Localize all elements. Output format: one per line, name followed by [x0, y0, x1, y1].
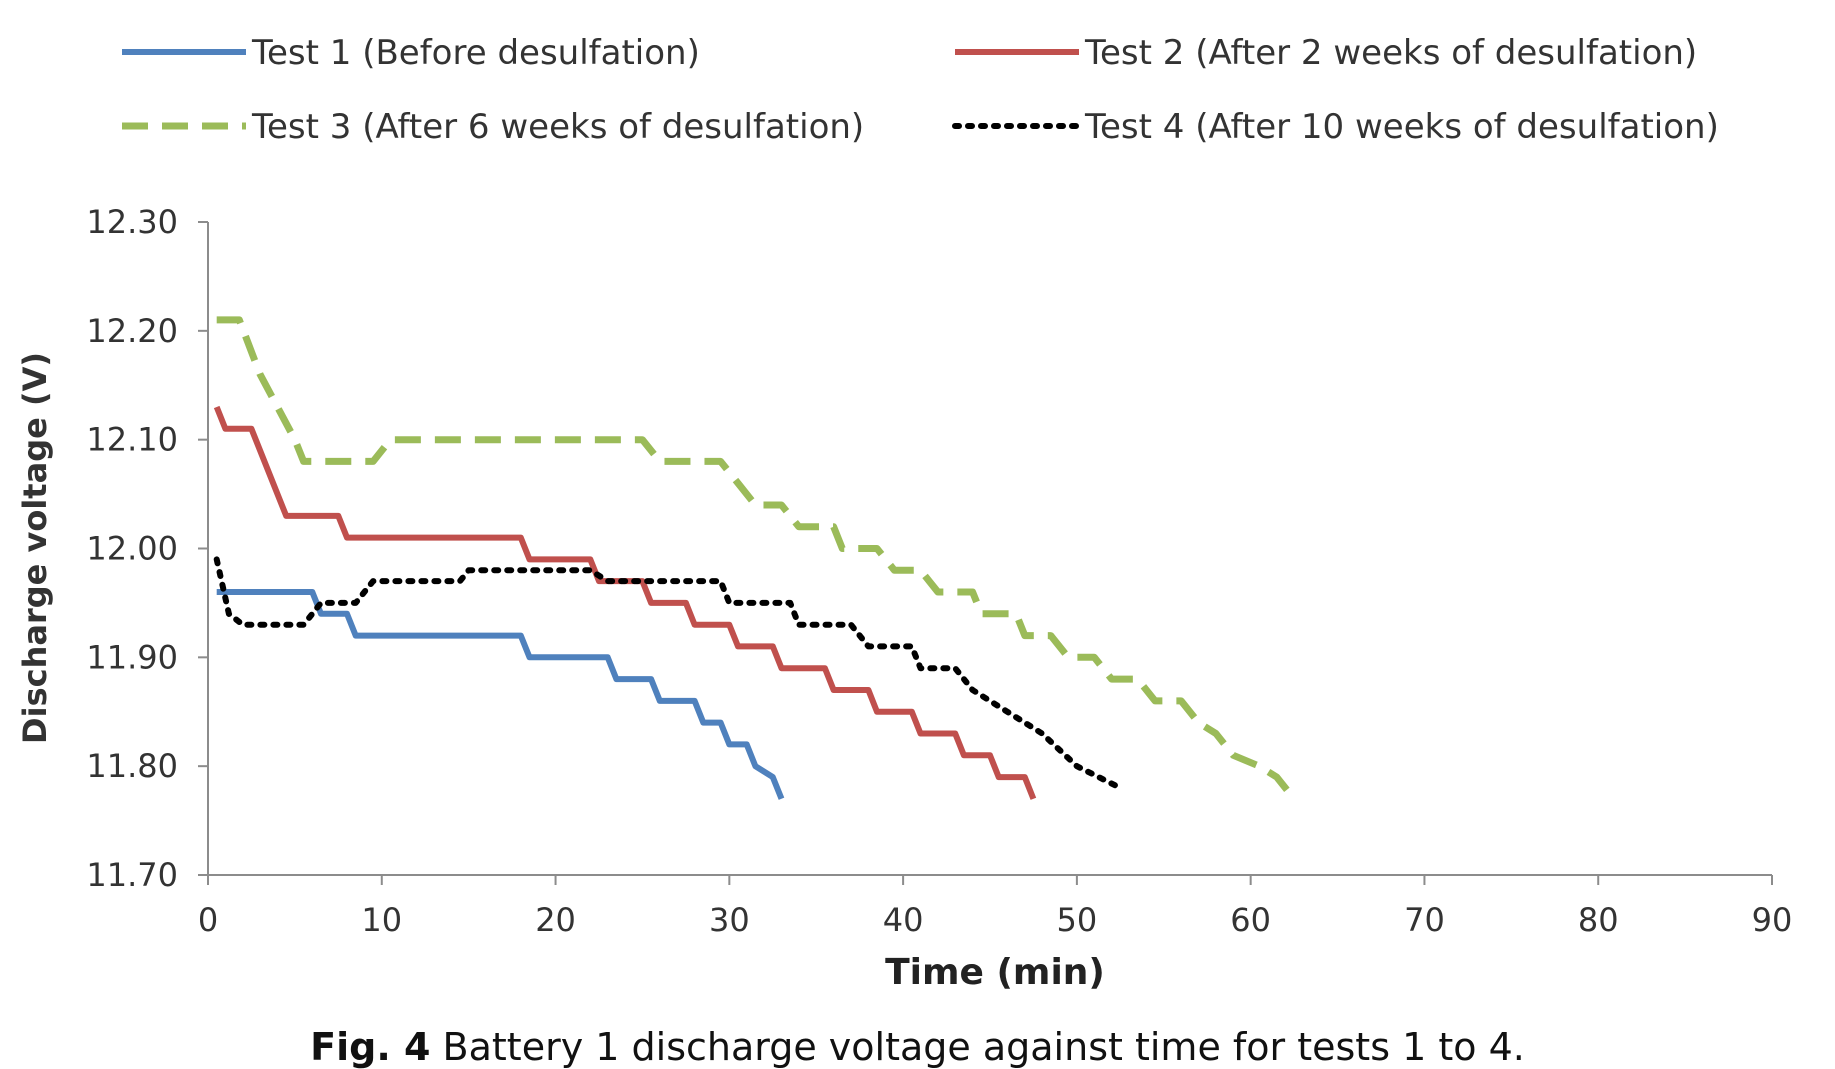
series-line-test-3 [216, 316, 1297, 801]
x-tick-label: 50 [1057, 901, 1098, 939]
x-tick-label: 90 [1752, 901, 1793, 939]
caption-text: Battery 1 discharge voltage against time… [430, 1025, 1525, 1069]
x-tick-label: 10 [361, 901, 402, 939]
series-line-test-1 [216, 589, 785, 800]
series-line-test-4 [213, 556, 1124, 791]
x-tick-label: 40 [883, 901, 924, 939]
y-tick-label: 11.90 [86, 638, 178, 676]
x-tick-label: 0 [198, 901, 218, 939]
x-tick-label: 20 [535, 901, 576, 939]
y-tick-label: 12.20 [86, 312, 178, 350]
y-tick-label: 12.00 [86, 530, 178, 568]
legend-label-test-1: Test 1 (Before desulfation) [251, 33, 700, 73]
y-tick-label: 11.80 [86, 747, 178, 785]
series-line-test-2 [213, 405, 1037, 800]
y-tick-label: 11.70 [86, 856, 178, 894]
x-tick-label: 30 [709, 901, 750, 939]
x-tick-label: 80 [1578, 901, 1619, 939]
x-axis-title: Time (min) [885, 952, 1105, 993]
legend-label-test-3: Test 3 (After 6 weeks of desulfation) [251, 107, 864, 147]
y-ticks: 11.70 11.80 11.90 12.00 12.10 12.20 12.30 [86, 203, 208, 894]
series-layer [213, 316, 1297, 801]
x-tick-label: 60 [1230, 901, 1271, 939]
legend: Test 1 (Before desulfation) Test 2 (After… [122, 33, 1719, 147]
y-axis-title: Discharge voltage (V) [16, 352, 54, 744]
caption-label: Fig. 4 [310, 1025, 431, 1069]
y-tick-label: 12.30 [86, 203, 178, 241]
y-tick-label: 12.10 [86, 421, 178, 459]
legend-label-test-2: Test 2 (After 2 weeks of desulfation) [1084, 33, 1697, 73]
x-ticks: 0 10 20 30 40 50 60 70 80 90 [198, 875, 1793, 939]
x-tick-label: 70 [1404, 901, 1445, 939]
chart-axes: 11.70 11.80 11.90 12.00 12.10 12.20 12.30 0 10 2… [16, 203, 1792, 993]
figure-caption: Fig. 4 Battery 1 discharge voltage again… [0, 1025, 1835, 1069]
legend-label-test-4: Test 4 (After 10 weeks of desulfation) [1084, 107, 1719, 147]
